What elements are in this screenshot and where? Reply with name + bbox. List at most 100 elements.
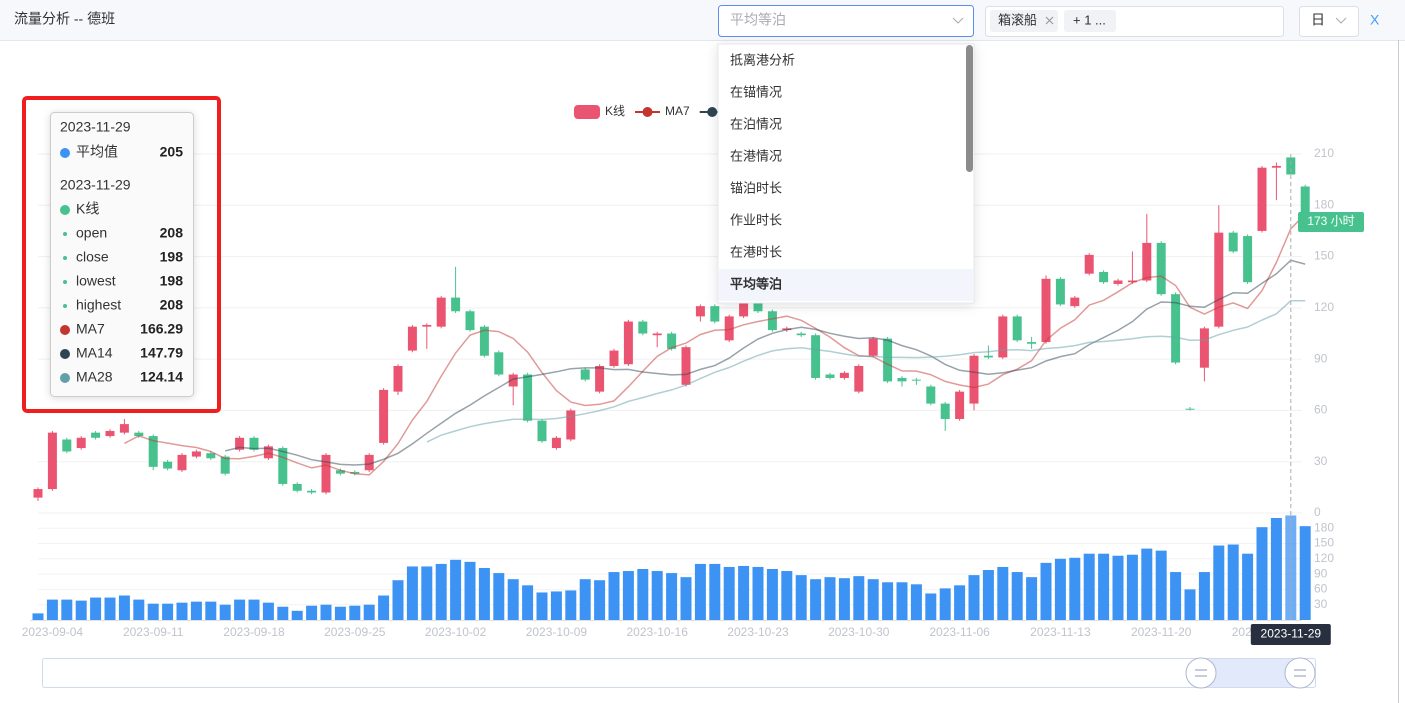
dropdown-option[interactable]: 在泊情况: [730, 116, 782, 131]
volume-bar: [1011, 572, 1023, 620]
volume-bar: [1213, 545, 1225, 620]
tooltip-value: 124.14: [140, 369, 183, 385]
x-tick-label: 2023-11-20: [1131, 625, 1192, 639]
tooltip-value: 198: [160, 273, 184, 289]
volume-bar: [651, 571, 663, 620]
x-tick-label: 2023-10-16: [627, 625, 689, 639]
volume-bar: [291, 610, 303, 620]
dropdown-option[interactable]: 在港情况: [730, 148, 782, 163]
volume-bar: [1098, 553, 1110, 620]
candle-body: [163, 461, 173, 469]
volume-bar: [190, 601, 202, 620]
candle-body: [595, 365, 605, 392]
candle-body: [47, 432, 57, 490]
candle-body: [249, 437, 259, 450]
candle-body: [767, 311, 777, 331]
tooltip-dot: [60, 148, 70, 158]
candle-body: [796, 333, 806, 336]
zoom-handle[interactable]: [1284, 657, 1316, 689]
dropdown-option[interactable]: 作业时长: [730, 212, 782, 227]
volume-bar: [1155, 550, 1167, 620]
volume-bar: [550, 591, 562, 620]
volume-bar: [176, 602, 188, 620]
dropdown-option[interactable]: 抵离港分析: [730, 52, 795, 67]
candle-body: [839, 372, 849, 378]
candle-body: [321, 454, 331, 493]
volume-bar: [1083, 553, 1095, 620]
candle-body: [1142, 242, 1152, 281]
close-button[interactable]: X: [1370, 12, 1380, 28]
candle-body: [523, 374, 533, 421]
y-tick-label: 60: [1314, 403, 1328, 417]
select-chevron: [952, 17, 964, 24]
volume-bar: [147, 603, 159, 620]
page-title: 流量分析 -- 德班: [14, 11, 115, 27]
period-select[interactable]: [1299, 6, 1359, 37]
candle-body: [1070, 297, 1080, 307]
candle-body: [998, 316, 1008, 358]
ma-line: [426, 300, 1306, 443]
y-tick-label: 120: [1314, 551, 1334, 565]
volume-bar: [334, 606, 346, 620]
volume-bar: [565, 590, 577, 620]
candle-body: [926, 386, 936, 404]
tooltip-label: 平均值: [76, 144, 118, 160]
candle-body: [407, 326, 417, 351]
tag-select[interactable]: [985, 6, 1284, 37]
x-tick-label: 2023-09-25: [324, 625, 386, 639]
volume-bar: [1256, 527, 1268, 620]
tooltip-label: MA28: [76, 369, 113, 385]
volume-bar: [1126, 554, 1138, 620]
ma-line: [225, 259, 1306, 466]
tag-label: 箱滚船: [998, 12, 1037, 27]
candle-body: [62, 439, 72, 452]
volume-bar: [493, 573, 505, 620]
candle-body: [1084, 254, 1094, 274]
pointer-y-label-bg: [1298, 212, 1364, 232]
volume-bar: [766, 569, 778, 620]
candle-body: [883, 338, 893, 382]
zoom-handle-grip: [1195, 669, 1207, 677]
candle-body: [350, 471, 360, 474]
tag-remove[interactable]: [1045, 16, 1054, 25]
candle-body: [105, 430, 115, 437]
candle-body: [681, 347, 691, 385]
volume-bar: [637, 569, 649, 620]
candle-body: [220, 456, 230, 474]
candle-body: [206, 453, 216, 459]
y-tick-label: 90: [1314, 351, 1328, 365]
tooltip-dot: [60, 325, 70, 335]
volume-bar: [1299, 526, 1311, 620]
candle-body: [580, 369, 590, 380]
candle-body: [1228, 232, 1238, 252]
type-select[interactable]: [718, 5, 974, 37]
dropdown-option[interactable]: 在锚情况: [730, 84, 782, 99]
legend-icon: [707, 107, 718, 117]
volume-bar: [248, 599, 260, 620]
dropdown-option[interactable]: 在港时长: [730, 244, 782, 259]
tooltip-label: K线: [76, 201, 99, 217]
x-tick-label: 2023-11-13: [1030, 625, 1091, 639]
candle-body: [1027, 342, 1037, 344]
volume-bar: [1198, 572, 1210, 620]
x-tick-label: 2023-10-23: [727, 625, 789, 639]
candle-body: [1012, 316, 1022, 341]
volume-bar: [234, 599, 246, 620]
volume-bar: [622, 571, 634, 620]
candle-body: [379, 389, 389, 443]
dropdown-option[interactable]: 锚泊时长: [730, 180, 782, 195]
candle-body: [566, 410, 576, 440]
chart: 03060901201501802103060901201501802023-0…: [22, 104, 1364, 689]
candle-body: [868, 338, 878, 356]
zoom-handle[interactable]: [1185, 657, 1217, 689]
volume-bar: [1184, 589, 1196, 620]
volume-bar: [378, 595, 390, 620]
candle-body: [638, 321, 648, 334]
volume-bar: [478, 567, 490, 620]
tooltip-label: close: [76, 249, 109, 265]
volume-bar: [954, 585, 966, 620]
y-tick-label: 90: [1314, 566, 1328, 580]
dropdown-option[interactable]: 平均等泊: [730, 276, 782, 291]
tooltip-dot: [63, 304, 67, 308]
tooltip-value: 205: [160, 144, 184, 160]
